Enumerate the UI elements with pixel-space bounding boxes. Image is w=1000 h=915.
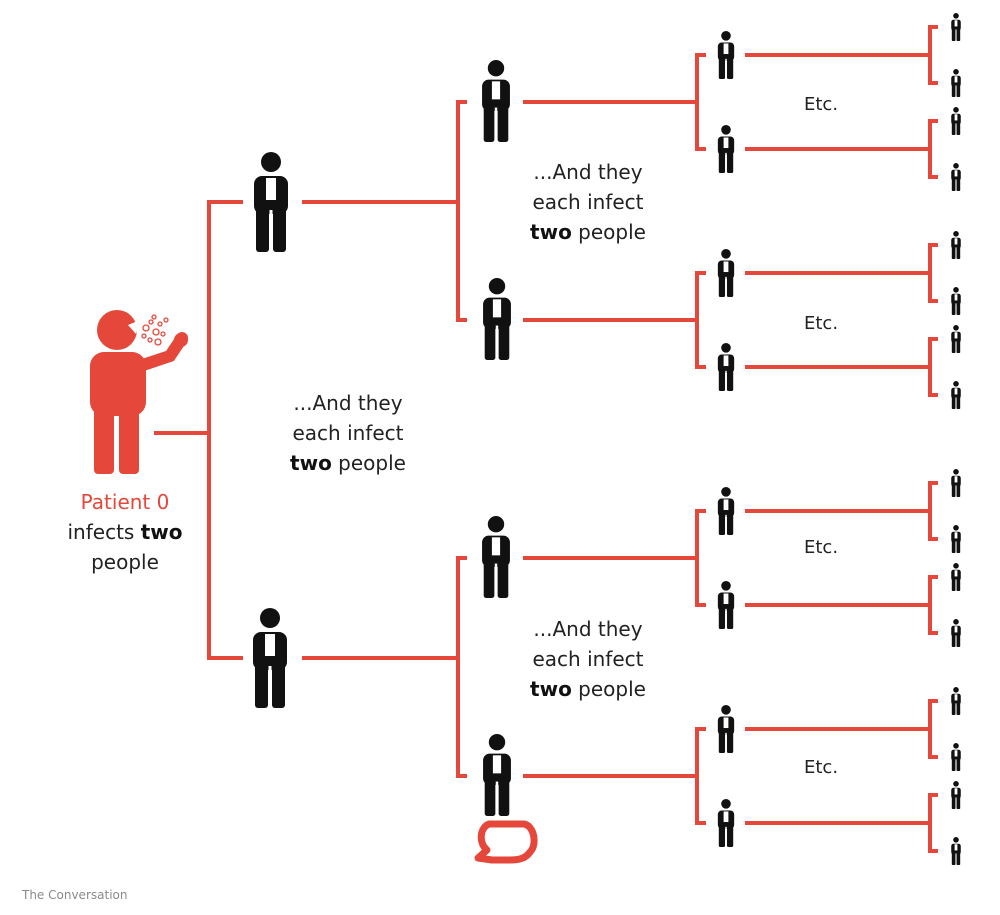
spray-droplet [152, 328, 160, 336]
branch-bracket [928, 337, 938, 397]
speech-bubble-logo-icon [474, 820, 538, 864]
person-icon [951, 13, 961, 41]
spray-droplet [147, 337, 153, 343]
person-icon [951, 381, 961, 409]
person-icon [951, 69, 961, 97]
branch-bracket [928, 119, 938, 179]
person-icon [717, 487, 735, 535]
person-icon [717, 31, 735, 79]
person-icon [717, 705, 735, 753]
person-icon [951, 563, 961, 591]
gen-line3: two people [258, 448, 438, 478]
etc-label: Etc. [804, 94, 839, 115]
person-icon [717, 799, 735, 847]
spray-droplet [142, 324, 150, 332]
gen-line1: ...And they [533, 160, 643, 184]
spray-droplet [148, 319, 154, 325]
spray-droplet [151, 314, 157, 320]
patient-zero-label: Patient 0 [80, 490, 170, 514]
gen-line3: two people [498, 217, 678, 247]
gen-line2: each infect [532, 647, 644, 671]
person-icon [951, 469, 961, 497]
spray-droplet [154, 338, 162, 346]
credit-text: The Conversation [22, 888, 128, 902]
person-icon [483, 278, 511, 360]
person-icon [482, 60, 510, 142]
person-icon [951, 107, 961, 135]
branch-bracket [695, 53, 706, 151]
gen-line2: each infect [532, 190, 644, 214]
branch-bracket [928, 481, 938, 541]
person-icon [717, 249, 735, 297]
gen-line2: each infect [292, 421, 404, 445]
person-icon [717, 125, 735, 173]
etc-label: Etc. [804, 537, 839, 558]
person-icon [951, 325, 961, 353]
person-icon [951, 163, 961, 191]
etc-label: Etc. [804, 757, 839, 778]
person-icon [717, 581, 735, 629]
branch-bracket [928, 575, 938, 635]
person-icon [951, 287, 961, 315]
person-icon [254, 152, 288, 252]
gen-people: people [571, 220, 646, 244]
person-icon [951, 743, 961, 771]
person-icon [951, 781, 961, 809]
branch-bracket [695, 727, 706, 825]
patient-zero-people: people [91, 550, 159, 574]
branch-bracket [207, 200, 243, 660]
gen-people: people [331, 451, 406, 475]
person-icon [717, 343, 735, 391]
gen-two: two [530, 220, 572, 244]
branch-bracket [928, 793, 938, 853]
person-icon [951, 619, 961, 647]
person-icon [951, 231, 961, 259]
branch-bracket [928, 243, 938, 303]
branch-bracket [928, 699, 938, 759]
gen-line3: two people [498, 674, 678, 704]
gen-line1: ...And they [293, 391, 403, 415]
branch-bracket [456, 100, 467, 322]
person-icon [483, 734, 511, 816]
person-icon [253, 608, 287, 708]
person-icon [951, 687, 961, 715]
gen-people: people [571, 677, 646, 701]
patient-zero-two: two [140, 520, 183, 544]
generation-two-bottom-caption: ...And they each infect two people [498, 614, 678, 704]
spray-droplet [163, 317, 169, 323]
generation-one-caption: ...And they each infect two people [258, 388, 438, 478]
patient-zero-infects: infects [67, 520, 141, 544]
person-icon [951, 525, 961, 553]
person-icon [482, 516, 510, 598]
branch-bracket [928, 25, 938, 85]
branch-bracket [695, 271, 706, 369]
etc-label: Etc. [804, 313, 839, 334]
spray-droplet [141, 333, 147, 339]
person-icon [951, 837, 961, 865]
gen-line1: ...And they [533, 617, 643, 641]
patient-zero-caption: Patient 0 infects two people [40, 487, 210, 577]
sneezing-person-icon [90, 310, 188, 474]
branch-bracket [456, 556, 467, 778]
spray-droplet [157, 321, 163, 327]
spray-droplet [160, 331, 166, 337]
generation-two-top-caption: ...And they each infect two people [498, 157, 678, 247]
patient-zero-line2: infects two [40, 517, 210, 547]
gen-two: two [530, 677, 572, 701]
branch-bracket [695, 509, 706, 607]
gen-two: two [290, 451, 332, 475]
